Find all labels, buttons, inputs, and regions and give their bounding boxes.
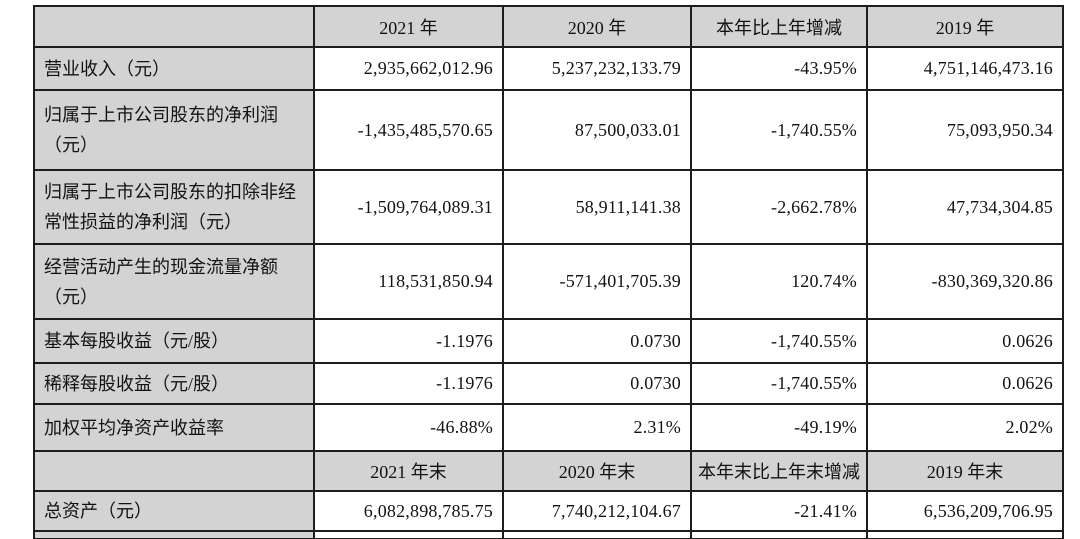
cell-value: 0.0730 [502,318,692,364]
row-label: 基本每股收益（元/股） [33,318,315,364]
col-header-2020-year-end: 2020 年末 [502,450,692,492]
col-header-2019-year-end: 2019 年末 [866,450,1064,492]
col-header-2021-year-end: 2021 年末 [313,450,504,492]
col-header-year-end-change: 本年末比上年末增减 [690,450,868,492]
cell-value: 58,911,141.38 [502,169,692,245]
cell-value: 4,751,146,473.16 [866,46,1064,91]
cell-value: -830,369,320.86 [866,243,1064,320]
cutoff-cell [502,530,692,539]
cell-value: 6,082,898,785.75 [313,490,504,532]
row-cutoff-sliver [33,530,1064,539]
cell-value: -1,740.55% [690,362,868,405]
cell-value: -1,740.55% [690,89,868,171]
cell-value: 2.02% [866,403,1064,452]
row-label: 稀释每股收益（元/股） [33,362,315,405]
cell-value: 0.0730 [502,362,692,405]
row-label: 经营活动产生的现金流量净额（元） [33,243,315,320]
cell-value: -2,662.78% [690,169,868,245]
row-label: 归属于上市公司股东的净利润（元） [33,89,315,171]
cell-value: -1.1976 [313,318,504,364]
cell-value: 2,935,662,012.96 [313,46,504,91]
header-row-year-end: 2021 年末 2020 年末 本年末比上年末增减 2019 年末 [33,450,1064,492]
cell-value: 0.0626 [866,362,1064,405]
cell-value: 6,536,209,706.95 [866,490,1064,532]
cell-value: 87,500,033.01 [502,89,692,171]
cutoff-cell [33,530,315,539]
col-header-yoy-change: 本年比上年增减 [690,5,868,48]
cell-value: -1,740.55% [690,318,868,364]
row-net-profit: 归属于上市公司股东的净利润（元） -1,435,485,570.65 87,50… [33,89,1064,171]
row-weighted-avg-roe: 加权平均净资产收益率 -46.88% 2.31% -49.19% 2.02% [33,403,1064,452]
cell-value: -1,509,764,089.31 [313,169,504,245]
header-corner-cell [33,5,315,48]
financial-summary-table: 2021 年 2020 年 本年比上年增减 2019 年 营业收入（元） 2,9… [33,5,1064,539]
cutoff-cell [313,530,504,539]
col-header-2020: 2020 年 [502,5,692,48]
cell-value: -46.88% [313,403,504,452]
cutoff-cell [866,530,1064,539]
cell-value: 7,740,212,104.67 [502,490,692,532]
col-header-2021: 2021 年 [313,5,504,48]
cell-value: -21.41% [690,490,868,532]
header-row-annual: 2021 年 2020 年 本年比上年增减 2019 年 [33,5,1064,48]
cell-value: -1.1976 [313,362,504,405]
row-operating-revenue: 营业收入（元） 2,935,662,012.96 5,237,232,133.7… [33,46,1064,91]
cell-value: 2.31% [502,403,692,452]
cell-value: -49.19% [690,403,868,452]
col-header-2019: 2019 年 [866,5,1064,48]
row-label: 归属于上市公司股东的扣除非经常性损益的净利润（元） [33,169,315,245]
row-label: 营业收入（元） [33,46,315,91]
row-basic-eps: 基本每股收益（元/股） -1.1976 0.0730 -1,740.55% 0.… [33,318,1064,364]
row-label: 总资产（元） [33,490,315,532]
cell-value: -1,435,485,570.65 [313,89,504,171]
cell-value: 120.74% [690,243,868,320]
cell-value: 75,093,950.34 [866,89,1064,171]
cell-value: -43.95% [690,46,868,91]
row-label: 加权平均净资产收益率 [33,403,315,452]
row-net-profit-excl-nonrecurring: 归属于上市公司股东的扣除非经常性损益的净利润（元） -1,509,764,089… [33,169,1064,245]
row-diluted-eps: 稀释每股收益（元/股） -1.1976 0.0730 -1,740.55% 0.… [33,362,1064,405]
cell-value: 0.0626 [866,318,1064,364]
cell-value: 5,237,232,133.79 [502,46,692,91]
row-operating-cash-flow: 经营活动产生的现金流量净额（元） 118,531,850.94 -571,401… [33,243,1064,320]
row-total-assets: 总资产（元） 6,082,898,785.75 7,740,212,104.67… [33,490,1064,532]
cell-value: -571,401,705.39 [502,243,692,320]
header-corner-cell [33,450,315,492]
cell-value: 47,734,304.85 [866,169,1064,245]
cell-value: 118,531,850.94 [313,243,504,320]
cutoff-cell [690,530,868,539]
